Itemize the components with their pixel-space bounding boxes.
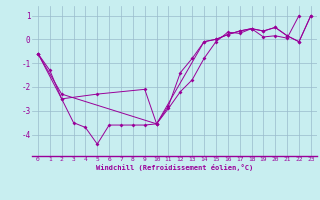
X-axis label: Windchill (Refroidissement éolien,°C): Windchill (Refroidissement éolien,°C) — [96, 164, 253, 171]
